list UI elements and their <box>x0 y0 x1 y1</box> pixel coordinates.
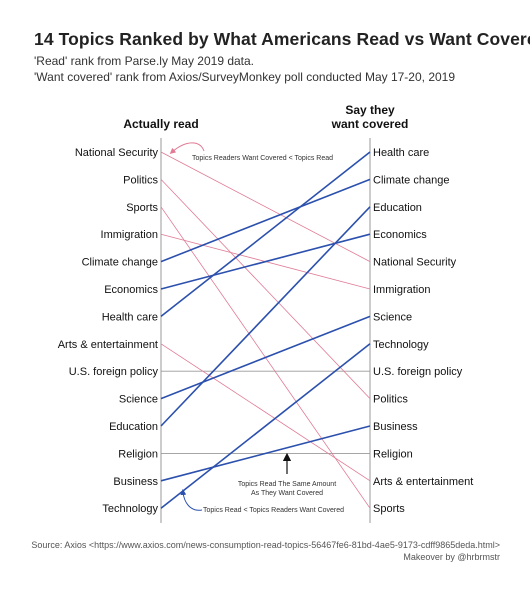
left-label-science: Science <box>119 394 158 406</box>
annotation-same-line-1: Topics Read The Same Amount <box>238 481 336 488</box>
left-label-education: Education <box>109 421 158 433</box>
left-label-religion: Religion <box>118 448 158 460</box>
left-label-national-security: National Security <box>75 147 159 159</box>
right-label-arts-and-entertainment: Arts & entertainment <box>373 476 473 488</box>
left-axis-header: Actually read <box>123 117 198 131</box>
annotation-arrow-less <box>169 142 205 154</box>
left-label-business: Business <box>113 476 158 488</box>
axes <box>160 138 371 523</box>
right-label-u-s-foreign-policy: U.S. foreign policy <box>373 366 463 378</box>
rank-labels: National Security National Security Politi… <box>58 147 474 515</box>
slope-line-politics <box>160 179 371 399</box>
slope-line-arts-and-entertainment <box>160 343 371 482</box>
right-label-education: Education <box>373 202 422 214</box>
left-label-climate-change: Climate change <box>82 257 158 269</box>
right-axis-header-line-1: Say they <box>345 103 395 117</box>
annotation-same-line-2: As They Want Covered <box>251 490 323 497</box>
right-label-politics: Politics <box>373 394 408 406</box>
annotation-more: Topics Read < Topics Readers Want Covere… <box>203 507 344 514</box>
right-label-economics: Economics <box>373 229 427 241</box>
right-axis-header-line-2: want covered <box>331 117 409 131</box>
slope-line-climate-change <box>160 178 371 263</box>
left-label-technology: Technology <box>102 503 158 515</box>
slope-line-education <box>160 206 371 427</box>
left-label-economics: Economics <box>104 284 158 296</box>
left-label-health-care: Health care <box>102 311 158 323</box>
right-label-national-security: National Security <box>373 257 457 269</box>
right-label-climate-change: Climate change <box>373 174 449 186</box>
right-label-health-care: Health care <box>373 147 429 159</box>
annotation-arrow-more <box>180 489 203 511</box>
left-label-immigration: Immigration <box>101 229 158 241</box>
right-label-business: Business <box>373 421 418 433</box>
left-label-politics: Politics <box>123 174 158 186</box>
slope-lines <box>160 151 371 509</box>
slope-line-health-care <box>160 151 371 318</box>
slope-line-national-security <box>160 151 371 262</box>
source-note: Source: Axios <https://www.axios.com/new… <box>31 540 500 550</box>
annotation-less: Topics Readers Want Covered < Topics Rea… <box>192 155 333 162</box>
chart-subtitle-read: 'Read' rank from Parse.ly May 2019 data. <box>34 54 255 68</box>
right-label-science: Science <box>373 311 412 323</box>
chart-title: 14 Topics Ranked by What Americans Read … <box>34 29 530 49</box>
right-label-immigration: Immigration <box>373 284 430 296</box>
left-label-sports: Sports <box>126 202 158 214</box>
right-label-technology: Technology <box>373 339 429 351</box>
left-label-arts-and-entertainment: Arts & entertainment <box>58 339 158 351</box>
credit-note: Makeover by @hrbrmstr <box>403 552 500 562</box>
slope-line-technology <box>160 343 371 509</box>
left-label-u-s-foreign-policy: U.S. foreign policy <box>69 366 159 378</box>
chart-subtitle-want: 'Want covered' rank from Axios/SurveyMon… <box>34 70 456 84</box>
right-label-sports: Sports <box>373 503 405 515</box>
slope-line-business <box>160 425 371 482</box>
right-label-religion: Religion <box>373 448 413 460</box>
slope-line-science <box>160 315 371 400</box>
